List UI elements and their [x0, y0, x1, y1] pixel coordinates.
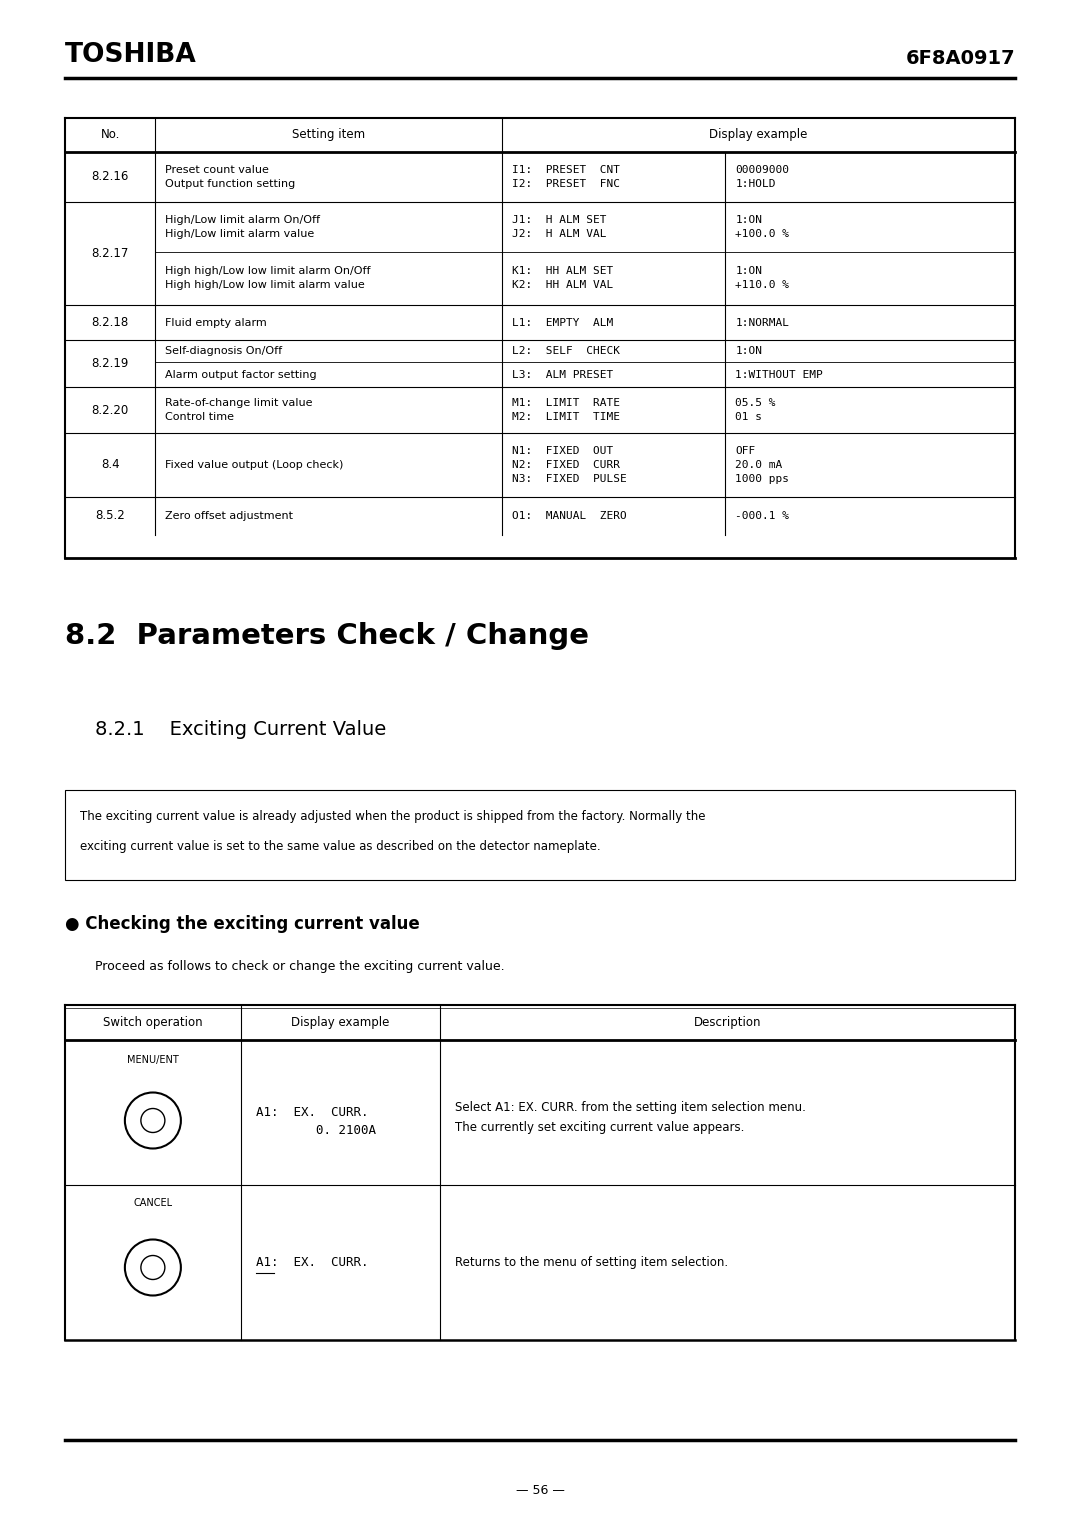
Text: High/Low limit alarm On/Off
High/Low limit alarm value: High/Low limit alarm On/Off High/Low lim…: [165, 215, 321, 240]
Text: Description: Description: [693, 1015, 761, 1029]
Text: 8.2.18: 8.2.18: [92, 316, 129, 328]
Text: -000.1 %: -000.1 %: [735, 512, 789, 521]
Text: 6F8A0917: 6F8A0917: [905, 49, 1015, 69]
Text: OFF
20.0 mA
1000 pps: OFF 20.0 mA 1000 pps: [735, 446, 789, 484]
Text: 8.5.2: 8.5.2: [95, 510, 125, 522]
Text: 00009000
1:HOLD: 00009000 1:HOLD: [735, 165, 789, 189]
Text: Fluid empty alarm: Fluid empty alarm: [165, 318, 267, 327]
Text: I1:  PRESET  CNT
I2:  PRESET  FNC: I1: PRESET CNT I2: PRESET FNC: [512, 165, 620, 189]
Text: ● Checking the exciting current value: ● Checking the exciting current value: [65, 915, 420, 933]
Text: 05.5 %
01 s: 05.5 % 01 s: [735, 399, 775, 421]
Text: K1:  HH ALM SET
K2:  HH ALM VAL: K1: HH ALM SET K2: HH ALM VAL: [512, 267, 613, 290]
Text: MENU/ENT: MENU/ENT: [127, 1055, 179, 1064]
Text: exciting current value is set to the same value as described on the detector nam: exciting current value is set to the sam…: [80, 840, 600, 854]
Text: M1:  LIMIT  RATE
M2:  LIMIT  TIME: M1: LIMIT RATE M2: LIMIT TIME: [512, 399, 620, 421]
Text: Setting item: Setting item: [292, 128, 365, 142]
Text: J1:  H ALM SET
J2:  H ALM VAL: J1: H ALM SET J2: H ALM VAL: [512, 215, 607, 240]
Text: Preset count value
Output function setting: Preset count value Output function setti…: [165, 165, 296, 189]
Text: The currently set exciting current value appears.: The currently set exciting current value…: [456, 1121, 744, 1135]
Text: Display example: Display example: [292, 1015, 390, 1029]
Text: N1:  FIXED  OUT
N2:  FIXED  CURR
N3:  FIXED  PULSE: N1: FIXED OUT N2: FIXED CURR N3: FIXED P…: [512, 446, 626, 484]
Text: High high/Low low limit alarm On/Off
High high/Low low limit alarm value: High high/Low low limit alarm On/Off Hig…: [165, 267, 370, 290]
Text: L1:  EMPTY  ALM: L1: EMPTY ALM: [512, 318, 613, 327]
Text: 8.2.17: 8.2.17: [92, 247, 129, 260]
Text: 1:NORMAL: 1:NORMAL: [735, 318, 789, 327]
Text: Select A1: EX. CURR. from the setting item selection menu.: Select A1: EX. CURR. from the setting it…: [456, 1101, 806, 1115]
Text: 0. 2100A: 0. 2100A: [256, 1124, 376, 1138]
Text: Display example: Display example: [710, 128, 808, 142]
Text: 8.2  Parameters Check / Change: 8.2 Parameters Check / Change: [65, 621, 589, 651]
Text: Proceed as follows to check or change the exciting current value.: Proceed as follows to check or change th…: [95, 960, 504, 973]
Text: L3:  ALM PRESET: L3: ALM PRESET: [512, 370, 613, 380]
Text: A1:  EX.  CURR.: A1: EX. CURR.: [256, 1257, 368, 1269]
Text: Switch operation: Switch operation: [103, 1015, 203, 1029]
Text: 1:WITHOUT EMP: 1:WITHOUT EMP: [735, 370, 823, 380]
Text: A1:  EX.  CURR.: A1: EX. CURR.: [256, 1106, 368, 1119]
Text: Fixed value output (Loop check): Fixed value output (Loop check): [165, 460, 343, 470]
Bar: [65, 789, 1015, 880]
Text: TOSHIBA: TOSHIBA: [65, 43, 197, 69]
Text: Alarm output factor setting: Alarm output factor setting: [165, 370, 316, 380]
Text: 8.2.19: 8.2.19: [92, 357, 129, 370]
Text: 8.2.16: 8.2.16: [92, 171, 129, 183]
Text: L2:  SELF  CHECK: L2: SELF CHECK: [512, 347, 620, 356]
Text: Zero offset adjustment: Zero offset adjustment: [165, 512, 294, 521]
Text: 1:ON: 1:ON: [735, 347, 762, 356]
Text: CANCEL: CANCEL: [133, 1199, 173, 1208]
Text: 1:ON
+100.0 %: 1:ON +100.0 %: [735, 215, 789, 240]
Text: 1:ON
+110.0 %: 1:ON +110.0 %: [735, 267, 789, 290]
Text: 8.2.1    Exciting Current Value: 8.2.1 Exciting Current Value: [95, 721, 387, 739]
Text: — 56 —: — 56 —: [515, 1484, 565, 1496]
Text: Rate-of-change limit value
Control time: Rate-of-change limit value Control time: [165, 399, 313, 421]
Text: No.: No.: [100, 128, 120, 142]
Text: The exciting current value is already adjusted when the product is shipped from : The exciting current value is already ad…: [80, 809, 705, 823]
Text: Self-diagnosis On/Off: Self-diagnosis On/Off: [165, 347, 282, 356]
Text: Returns to the menu of setting item selection.: Returns to the menu of setting item sele…: [456, 1257, 728, 1269]
Text: O1:  MANUAL  ZERO: O1: MANUAL ZERO: [512, 512, 626, 521]
Text: 8.4: 8.4: [100, 458, 120, 472]
Text: 8.2.20: 8.2.20: [92, 403, 129, 417]
